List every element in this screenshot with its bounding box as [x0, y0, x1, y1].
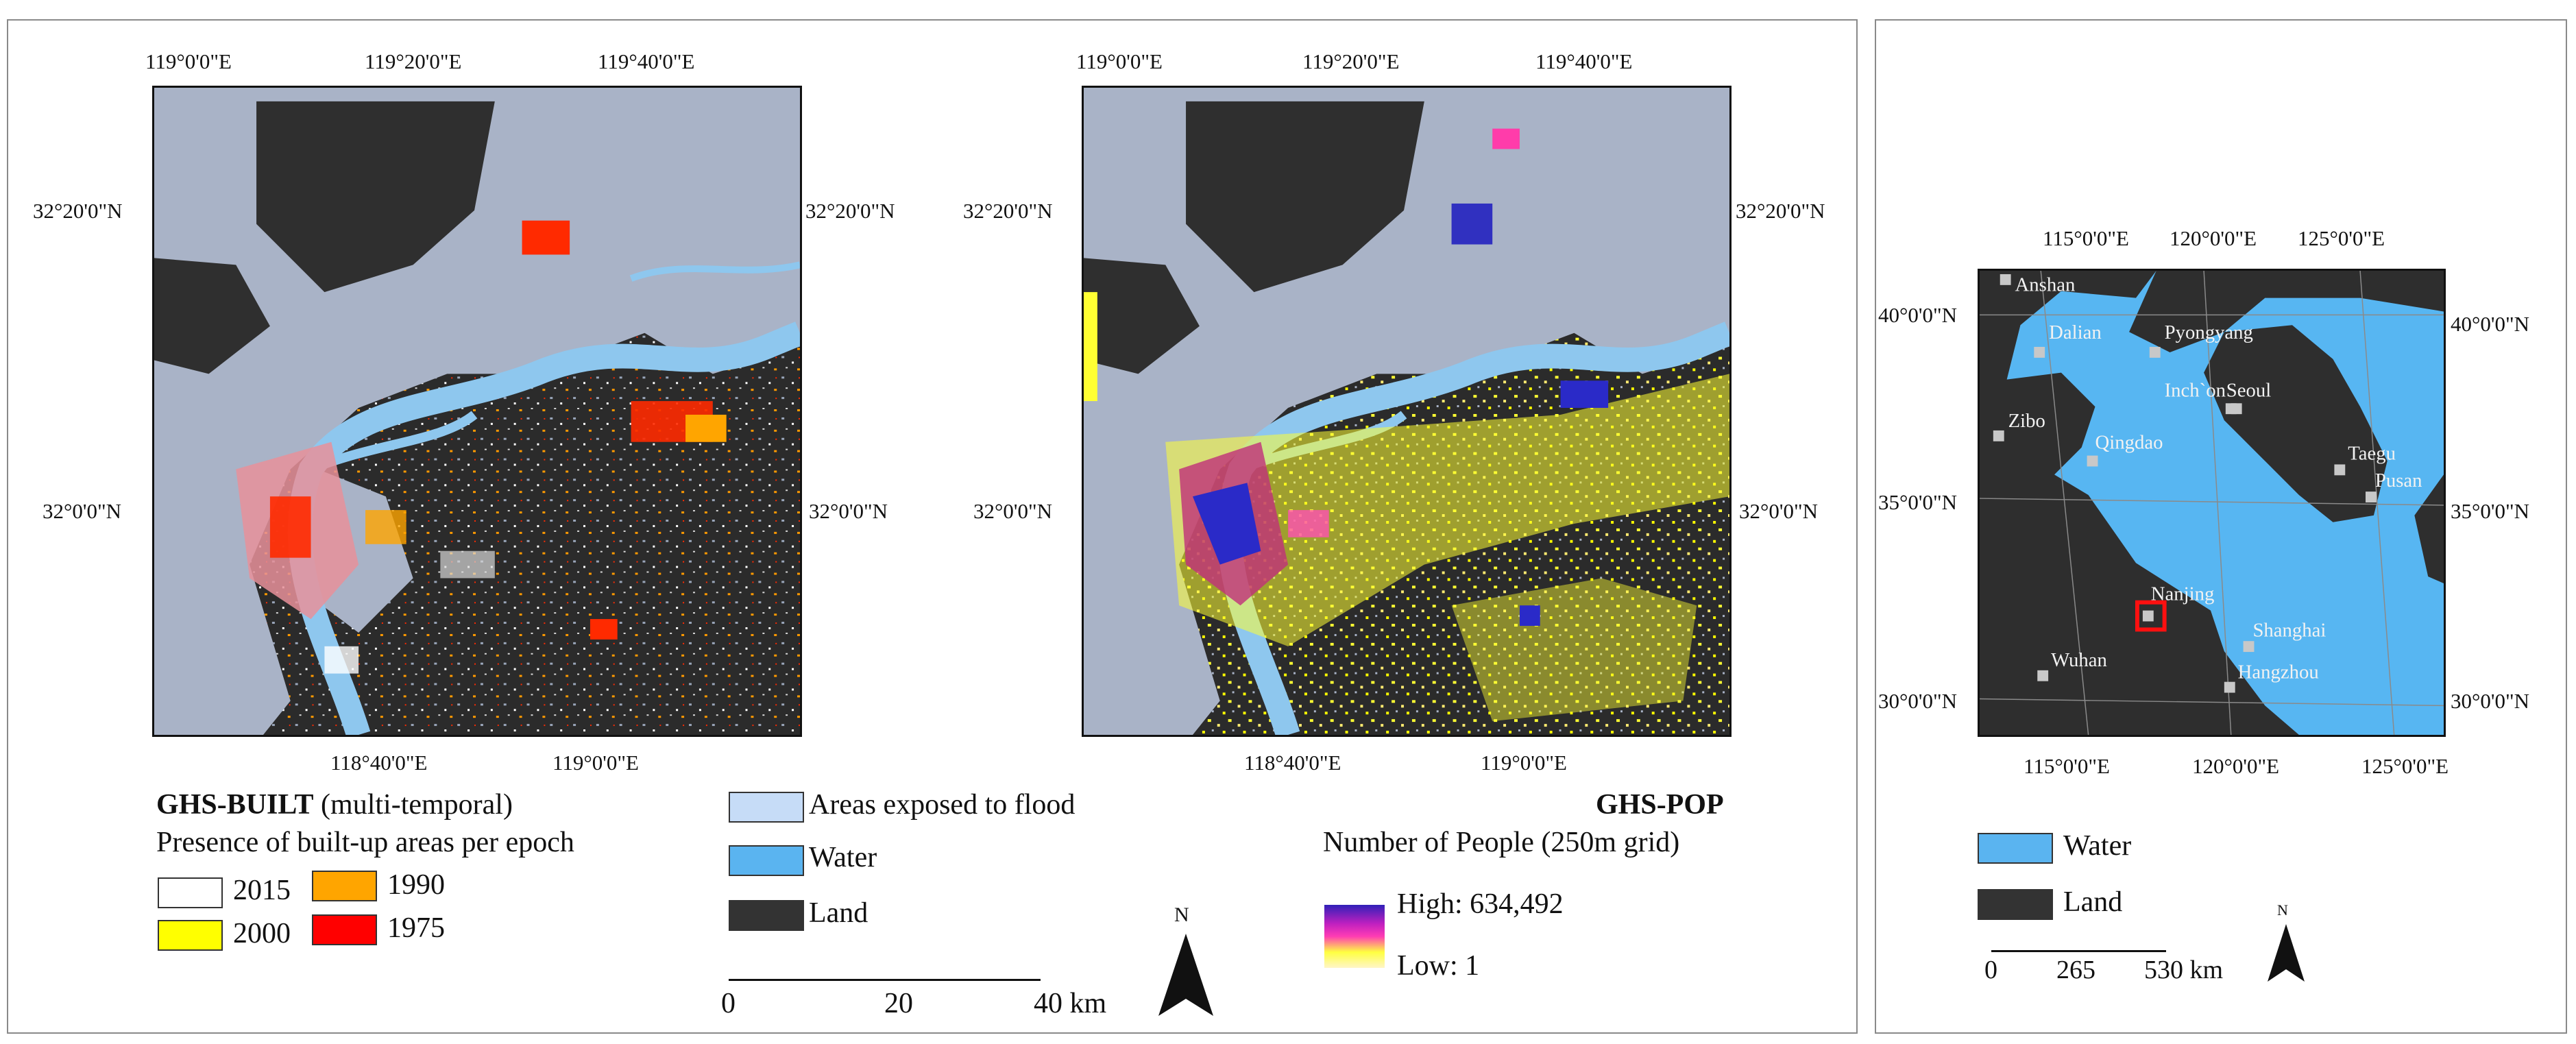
center-top-coord-2: 119°20'0"E	[1302, 49, 1400, 73]
legend-swatch-1975	[312, 914, 377, 945]
left-left-coord-1: 32°20'0"N	[33, 199, 123, 223]
city-label-qingdao: Qingdao	[2095, 432, 2163, 454]
inset-top-coord-3: 125°0'0"E	[2298, 226, 2385, 250]
center-left-coord-2: 32°0'0"N	[973, 499, 1053, 523]
inset-legend-label-land: Land	[2063, 886, 2123, 918]
inset-left-coord-1: 40°0'0"N	[1878, 303, 1958, 327]
inset-north-label: N	[2277, 901, 2288, 919]
north-arrow-label: N	[1174, 903, 1189, 926]
legend-label-1975: 1975	[387, 912, 445, 944]
inset-scale-tick-0: 0	[1984, 956, 1997, 984]
center-left-coord-1: 32°20'0"N	[963, 199, 1053, 223]
north-arrow-icon	[1158, 934, 1213, 1016]
built-legend-title-rest: (multi-temporal)	[313, 789, 513, 821]
main-figure-frame	[7, 19, 1858, 1034]
pop-legend-subtitle: Number of People (250m grid)	[1323, 827, 1680, 858]
pop-legend-high: High: 634,492	[1397, 888, 1564, 920]
center-bottom-coord-2: 119°0'0"E	[1481, 751, 1567, 775]
inset-north-arrow-icon	[2268, 924, 2305, 982]
nanjing-highlight	[2135, 600, 2167, 632]
left-right-coord-2: 32°0'0"N	[809, 499, 888, 523]
inset-right-coord-1: 40°0'0"N	[2451, 312, 2530, 336]
left-top-coord-1: 119°0'0"E	[145, 49, 232, 73]
legend-label-flood: Areas exposed to flood	[809, 789, 1076, 821]
scale-tick-40: 40 km	[1034, 988, 1107, 1019]
inset-figure-frame	[1875, 19, 2567, 1034]
inset-legend-swatch-water	[1978, 833, 2053, 864]
city-label-hangzhou: Hangzhou	[2238, 661, 2319, 683]
scale-tick-0: 0	[721, 988, 736, 1019]
built-up-map	[152, 86, 802, 737]
inset-top-coord-1: 115°0'0"E	[2043, 226, 2129, 250]
inset-right-coord-2: 35°0'0"N	[2451, 499, 2530, 523]
pop-color-ramp	[1324, 905, 1385, 968]
left-left-coord-2: 32°0'0"N	[42, 499, 122, 523]
city-label-inchon: Inch`on	[2165, 379, 2226, 401]
inset-left-coord-2: 35°0'0"N	[1878, 490, 1958, 514]
pop-legend-low: Low: 1	[1397, 950, 1480, 982]
city-label-pyongyang: Pyongyang	[2165, 321, 2253, 343]
city-label-taegu: Taegu	[2348, 443, 2396, 465]
city-label-seoul: Seoul	[2226, 379, 2271, 401]
center-bottom-coord-1: 118°40'0"E	[1244, 751, 1341, 775]
legend-swatch-1990	[312, 871, 377, 901]
inset-left-coord-3: 30°0'0"N	[1878, 689, 1958, 713]
city-label-anshan: Anshan	[2015, 274, 2076, 296]
legend-swatch-land	[729, 900, 804, 931]
legend-label-water: Water	[809, 842, 877, 873]
center-right-coord-2: 32°0'0"N	[1739, 499, 1819, 523]
city-label-shanghai: Shanghai	[2252, 619, 2326, 641]
inset-location-map: Anshan Dalian Pyongyang Inch`on Seoul Zi…	[1978, 269, 2446, 737]
inset-bottom-coord-2: 120°0'0"E	[2192, 754, 2280, 778]
left-bottom-coord-2: 119°0'0"E	[552, 751, 639, 775]
inset-bottom-coord-3: 125°0'0"E	[2361, 754, 2449, 778]
legend-swatch-flood	[729, 792, 804, 823]
inset-top-coord-2: 120°0'0"E	[2170, 226, 2257, 250]
built-legend-subtitle: Presence of built-up areas per epoch	[156, 827, 574, 858]
inset-bottom-coord-1: 115°0'0"E	[2024, 754, 2110, 778]
city-label-nanjing: Nanjing	[2151, 583, 2215, 605]
legend-swatch-2000	[158, 920, 223, 951]
left-top-coord-2: 119°20'0"E	[365, 49, 462, 73]
left-right-coord-1: 32°20'0"N	[805, 199, 895, 223]
inset-legend-label-water: Water	[2063, 830, 2132, 862]
city-label-zibo: Zibo	[2008, 410, 2045, 432]
legend-swatch-2015	[158, 877, 223, 908]
inset-scale-tick-530: 530 km	[2144, 956, 2224, 984]
legend-label-2000: 2000	[233, 918, 291, 949]
city-label-wuhan: Wuhan	[2051, 649, 2107, 671]
center-top-coord-1: 119°0'0"E	[1076, 49, 1163, 73]
left-top-coord-3: 119°40'0"E	[598, 49, 695, 73]
legend-swatch-water	[729, 845, 804, 876]
built-legend-title: GHS-BUILT	[156, 789, 314, 821]
center-top-coord-3: 119°40'0"E	[1535, 49, 1633, 73]
left-bottom-coord-1: 118°40'0"E	[330, 751, 428, 775]
center-right-coord-1: 32°20'0"N	[1736, 199, 1825, 223]
legend-label-1990: 1990	[387, 869, 445, 901]
inset-legend-swatch-land	[1978, 889, 2053, 920]
pop-legend-title: GHS-POP	[1596, 789, 1724, 821]
inset-scale-tick-265: 265	[2056, 956, 2095, 984]
inset-right-coord-3: 30°0'0"N	[2451, 689, 2530, 713]
city-label-pusan: Pusan	[2375, 470, 2422, 491]
city-label-dalian: Dalian	[2049, 321, 2102, 343]
legend-label-2015: 2015	[233, 875, 291, 906]
population-map	[1082, 86, 1731, 737]
legend-label-land: Land	[809, 897, 868, 929]
scale-tick-20: 20	[884, 988, 913, 1019]
